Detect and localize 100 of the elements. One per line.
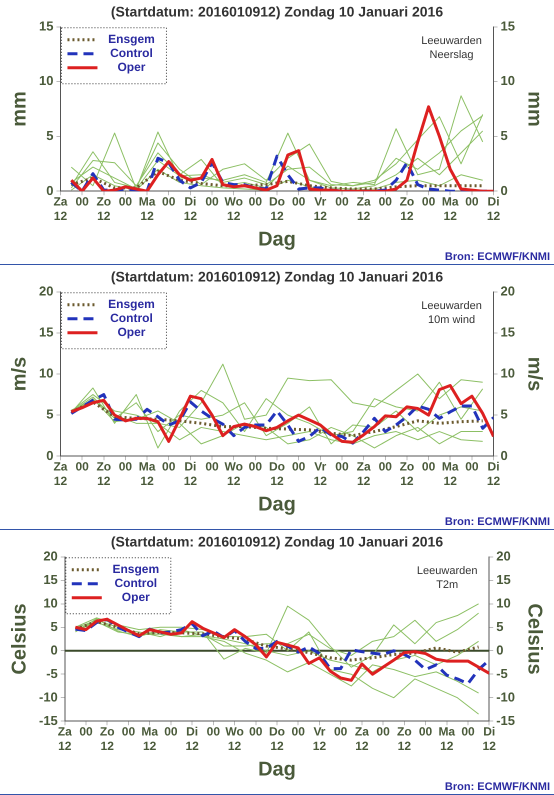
legend-label: Control [114,576,158,590]
x-tick-label: Ma 12 [438,724,456,754]
x-tick-label: Za 12 [354,724,370,754]
x-tick-label: 00 [335,460,349,474]
text: Bron: ECMWF/KNMI [444,251,550,264]
y-tick-label: 10 [43,595,58,610]
x-tick-label: 00 [292,724,306,739]
x-tick-label: Vr 12 [312,724,326,754]
y2-tick-label: 10 [500,366,516,381]
x-tick-label: 00 [79,724,94,739]
y-tick-label: 20 [38,283,54,298]
y-tick-label: -10 [38,689,58,704]
x-tick-label: 00 [118,194,132,209]
x-tick-label: 00 [378,194,392,209]
y2-tick-label: 15 [500,18,516,34]
y-tick-label: 15 [38,18,54,34]
y-tick-label: 10 [38,73,54,88]
x-tick-label: Zo 12 [396,724,412,754]
y2-axis-title: mm [523,91,546,127]
x-tick-label: 00 [205,460,220,474]
annotation: Neerslag [430,48,474,61]
x-tick-label: 00 [118,460,132,474]
x-tick-label: Za 12 [53,460,68,488]
x-tick-label: Za 12 [356,194,371,224]
x-tick-label: 00 [75,194,90,209]
x-axis-title: Dag [258,494,296,516]
y2-axis-title: Celsius [523,603,546,675]
y-tick-label: 0 [50,642,58,658]
x-tick-label: 00 [334,724,348,739]
x-axis-title: Dag [258,758,296,781]
x-tick-label: Wo 12 [224,194,243,224]
y-tick-label: 15 [43,572,58,587]
annotation: Leeuwarden [421,34,482,47]
y-axis-title: mm [8,91,31,127]
y-tick-label: 5 [46,406,54,422]
x-tick-label: Vr 12 [314,460,328,488]
x-tick-label: Zo 12 [96,460,112,488]
x-tick-label: Di 12 [185,724,200,754]
x-tick-label: 00 [292,194,306,209]
y2-tick-label: 0 [496,642,504,658]
x-tick-label: 00 [164,724,178,739]
y2-tick-label: -10 [496,689,516,704]
x-tick-label: Ma 12 [138,460,156,488]
y2-tick-label: 15 [500,324,516,340]
x-tick-label: Di 12 [184,194,198,224]
annotation: Leeuwarden [416,564,478,577]
y2-tick-label: 10 [500,73,516,88]
legend-label: Ensgem [108,32,155,46]
y-tick-label: 15 [38,324,54,340]
x-tick-label: 00 [418,724,433,739]
x-tick-label: 00 [162,194,176,209]
x-tick-label: 00 [461,724,475,739]
x-tick-label: Za 12 [53,194,68,224]
y2-tick-label: 20 [500,283,516,298]
y-tick-label: 5 [50,618,58,634]
y-tick-label: -15 [38,712,58,728]
legend-label: Oper [117,60,146,74]
y-tick-label: 10 [38,366,54,381]
x-tick-label: 00 [335,194,349,209]
x-tick-label: 00 [376,724,390,739]
x-tick-label: 00 [248,194,262,209]
x-tick-label: 00 [122,724,136,739]
x-tick-label: 00 [205,194,220,209]
x-tick-label: 00 [162,460,176,474]
y2-axis-title: m/s [523,356,546,392]
y-axis-title: Celsius [8,603,31,675]
y2-tick-label: 20 [496,548,511,564]
x-tick-label: Di 12 [184,460,198,488]
x-tick-label: Za 12 [58,724,72,754]
annotation: 10m wind [428,314,476,326]
text: Bron: ECMWF/KNMI [444,781,550,794]
annotation: T2m [436,578,458,591]
y2-tick-label: 0 [500,182,508,198]
x-tick-label: 00 [422,460,436,474]
x-tick-label: Ma 12 [138,194,156,224]
x-tick-label: Za 12 [356,460,371,488]
x-tick-label: Vr 12 [314,194,328,224]
x-tick-label: 00 [248,460,262,474]
x-tick-label: Ma 12 [442,460,459,488]
x-tick-label: 00 [465,194,479,209]
y-tick-label: 5 [46,128,54,143]
x-tick-label: Ma 12 [442,194,459,224]
legend-label: Control [110,311,153,326]
y2-tick-label: 10 [496,595,511,610]
x-tick-label: Zo 12 [96,194,112,224]
x-tick-label: 00 [422,194,436,209]
legend-label: Ensgem [108,297,155,312]
x-tick-label: 00 [378,460,392,474]
y2-tick-label: 0 [500,448,508,463]
annotation: Leeuwarden [421,300,482,312]
y-tick-label: 20 [43,548,58,564]
x-tick-label: 00 [292,460,306,474]
x-tick-label: Di 12 [482,724,496,754]
x-tick-label: Do 12 [269,194,285,224]
x-axis-title: Dag [258,228,296,251]
x-tick-label: Ma 12 [141,724,158,754]
x-tick-label: Wo 12 [224,460,243,488]
y-tick-label: 0 [46,182,54,198]
x-tick-label: Zo 12 [100,724,115,754]
x-tick-label: 00 [206,724,220,739]
